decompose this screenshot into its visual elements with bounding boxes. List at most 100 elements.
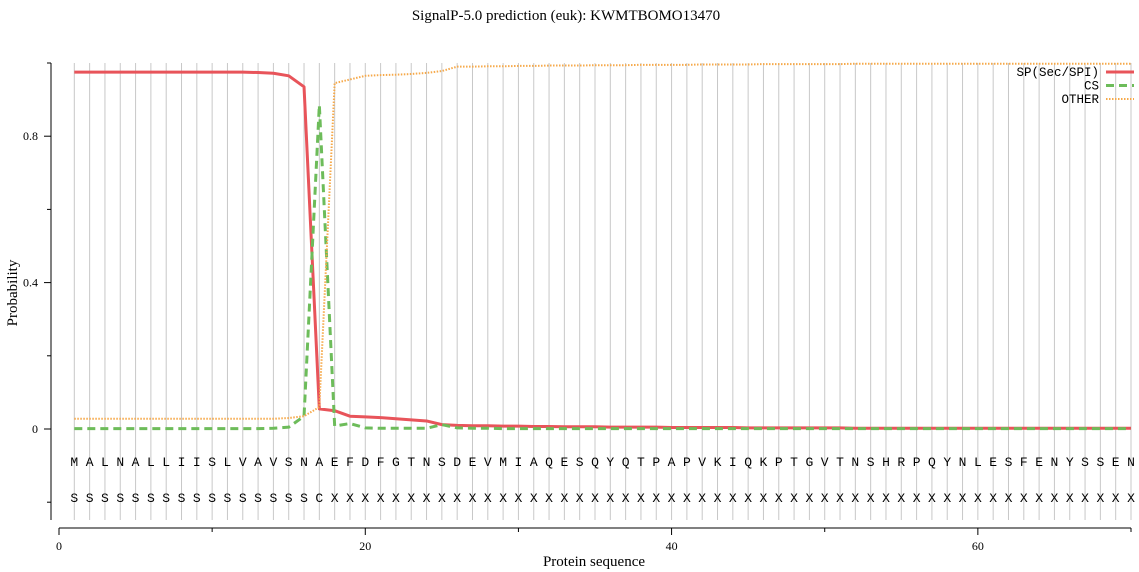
sequence-letter: N [423, 455, 431, 470]
sequence-letter: P [775, 455, 783, 470]
residue-label: X [622, 491, 630, 506]
sequence-letter: R [897, 455, 905, 470]
residue-label: X [821, 491, 829, 506]
residue-label: S [224, 491, 232, 506]
residue-label: S [300, 491, 308, 506]
residue-label: X [530, 491, 538, 506]
residue-label: X [438, 491, 446, 506]
sequence-letter: N [851, 455, 859, 470]
residue-label: X [836, 491, 844, 506]
residue-label: X [392, 491, 400, 506]
sequence-letter: A [530, 455, 538, 470]
y-axis-label: Probability [5, 259, 21, 326]
residue-label: X [851, 491, 859, 506]
sequence-letter: E [1112, 455, 1120, 470]
residue-label: X [867, 491, 875, 506]
sequence-letter: F [1020, 455, 1028, 470]
sequence-letter: T [637, 455, 645, 470]
residue-label: X [499, 491, 507, 506]
residue-label: X [959, 491, 967, 506]
residue-label: X [744, 491, 752, 506]
residue-label: X [943, 491, 951, 506]
grid [73, 63, 1132, 520]
sequence-letter: G [805, 455, 813, 470]
sequence-letter: S [867, 455, 875, 470]
sequence-letter: V [484, 455, 492, 470]
residue-label: X [377, 491, 385, 506]
residue-label: C [315, 491, 323, 506]
sequence-letter: L [224, 455, 232, 470]
residue-label: S [101, 491, 109, 506]
sequence-letter: E [989, 455, 997, 470]
sequence-letter: Y [1066, 455, 1074, 470]
sequence-letter: E [331, 455, 339, 470]
sequence-letter: Q [545, 455, 553, 470]
residue-label: X [637, 491, 645, 506]
residue-label: X [882, 491, 890, 506]
residue-label: S [132, 491, 140, 506]
sequence-letter: N [300, 455, 308, 470]
sequence-letter: I [178, 455, 186, 470]
sequence-letter: S [1081, 455, 1089, 470]
sequence-letter: G [392, 455, 400, 470]
sequence-letter: I [193, 455, 201, 470]
x-tick-label: 60 [972, 539, 984, 553]
residue-label: X [805, 491, 813, 506]
residue-label: X [469, 491, 477, 506]
sequence-letter: L [101, 455, 109, 470]
residue-label: X [484, 491, 492, 506]
sequence-letter: L [147, 455, 155, 470]
residue-label: X [683, 491, 691, 506]
residue-label: X [729, 491, 737, 506]
residue-label: S [70, 491, 78, 506]
residue-label: X [423, 491, 431, 506]
sequence-letter: E [560, 455, 568, 470]
sequence-letter: Q [622, 455, 630, 470]
sequence-letter: Q [928, 455, 936, 470]
residue-label: X [928, 491, 936, 506]
y-tick-label: 0 [32, 422, 38, 436]
sequence-letter: V [698, 455, 706, 470]
sequence-letter: N [1051, 455, 1059, 470]
sequence-letter: M [70, 455, 78, 470]
sequence-letter: Y [943, 455, 951, 470]
sequence-letter: V [821, 455, 829, 470]
sequence-letter: S [1005, 455, 1013, 470]
sequence-letter: Y [606, 455, 614, 470]
residue-label: X [1096, 491, 1104, 506]
residue-label: X [1020, 491, 1028, 506]
sequence-letter: A [132, 455, 140, 470]
residue-label: X [913, 491, 921, 506]
residue-label: X [606, 491, 614, 506]
sequence-letter: N [116, 455, 124, 470]
sequence-letter: P [652, 455, 660, 470]
sequence-letter: V [239, 455, 247, 470]
residue-label: X [1066, 491, 1074, 506]
residue-label: X [714, 491, 722, 506]
sequence-letter: S [438, 455, 446, 470]
residue-label: S [285, 491, 293, 506]
sequence-letter: P [683, 455, 691, 470]
residue-label: S [208, 491, 216, 506]
residue-label: X [515, 491, 523, 506]
sequence-letter: I [729, 455, 737, 470]
sequence-letter: L [162, 455, 170, 470]
sequence-letter: A [668, 455, 676, 470]
sequence-letter: E [1035, 455, 1043, 470]
residue-label: X [545, 491, 553, 506]
residue-label: X [576, 491, 584, 506]
series-line-sp-sec-spi [74, 70, 1131, 430]
sequence-letter: K [760, 455, 768, 470]
sequence-letter: N [1127, 455, 1135, 470]
residue-label: X [361, 491, 369, 506]
residue-label: X [989, 491, 997, 506]
residue-label: X [760, 491, 768, 506]
series [74, 62, 1131, 431]
sequence-letter: A [86, 455, 94, 470]
sequence-letter: T [407, 455, 415, 470]
chart-title: SignalP-5.0 prediction (euk): KWMTBOMO13… [412, 8, 720, 24]
